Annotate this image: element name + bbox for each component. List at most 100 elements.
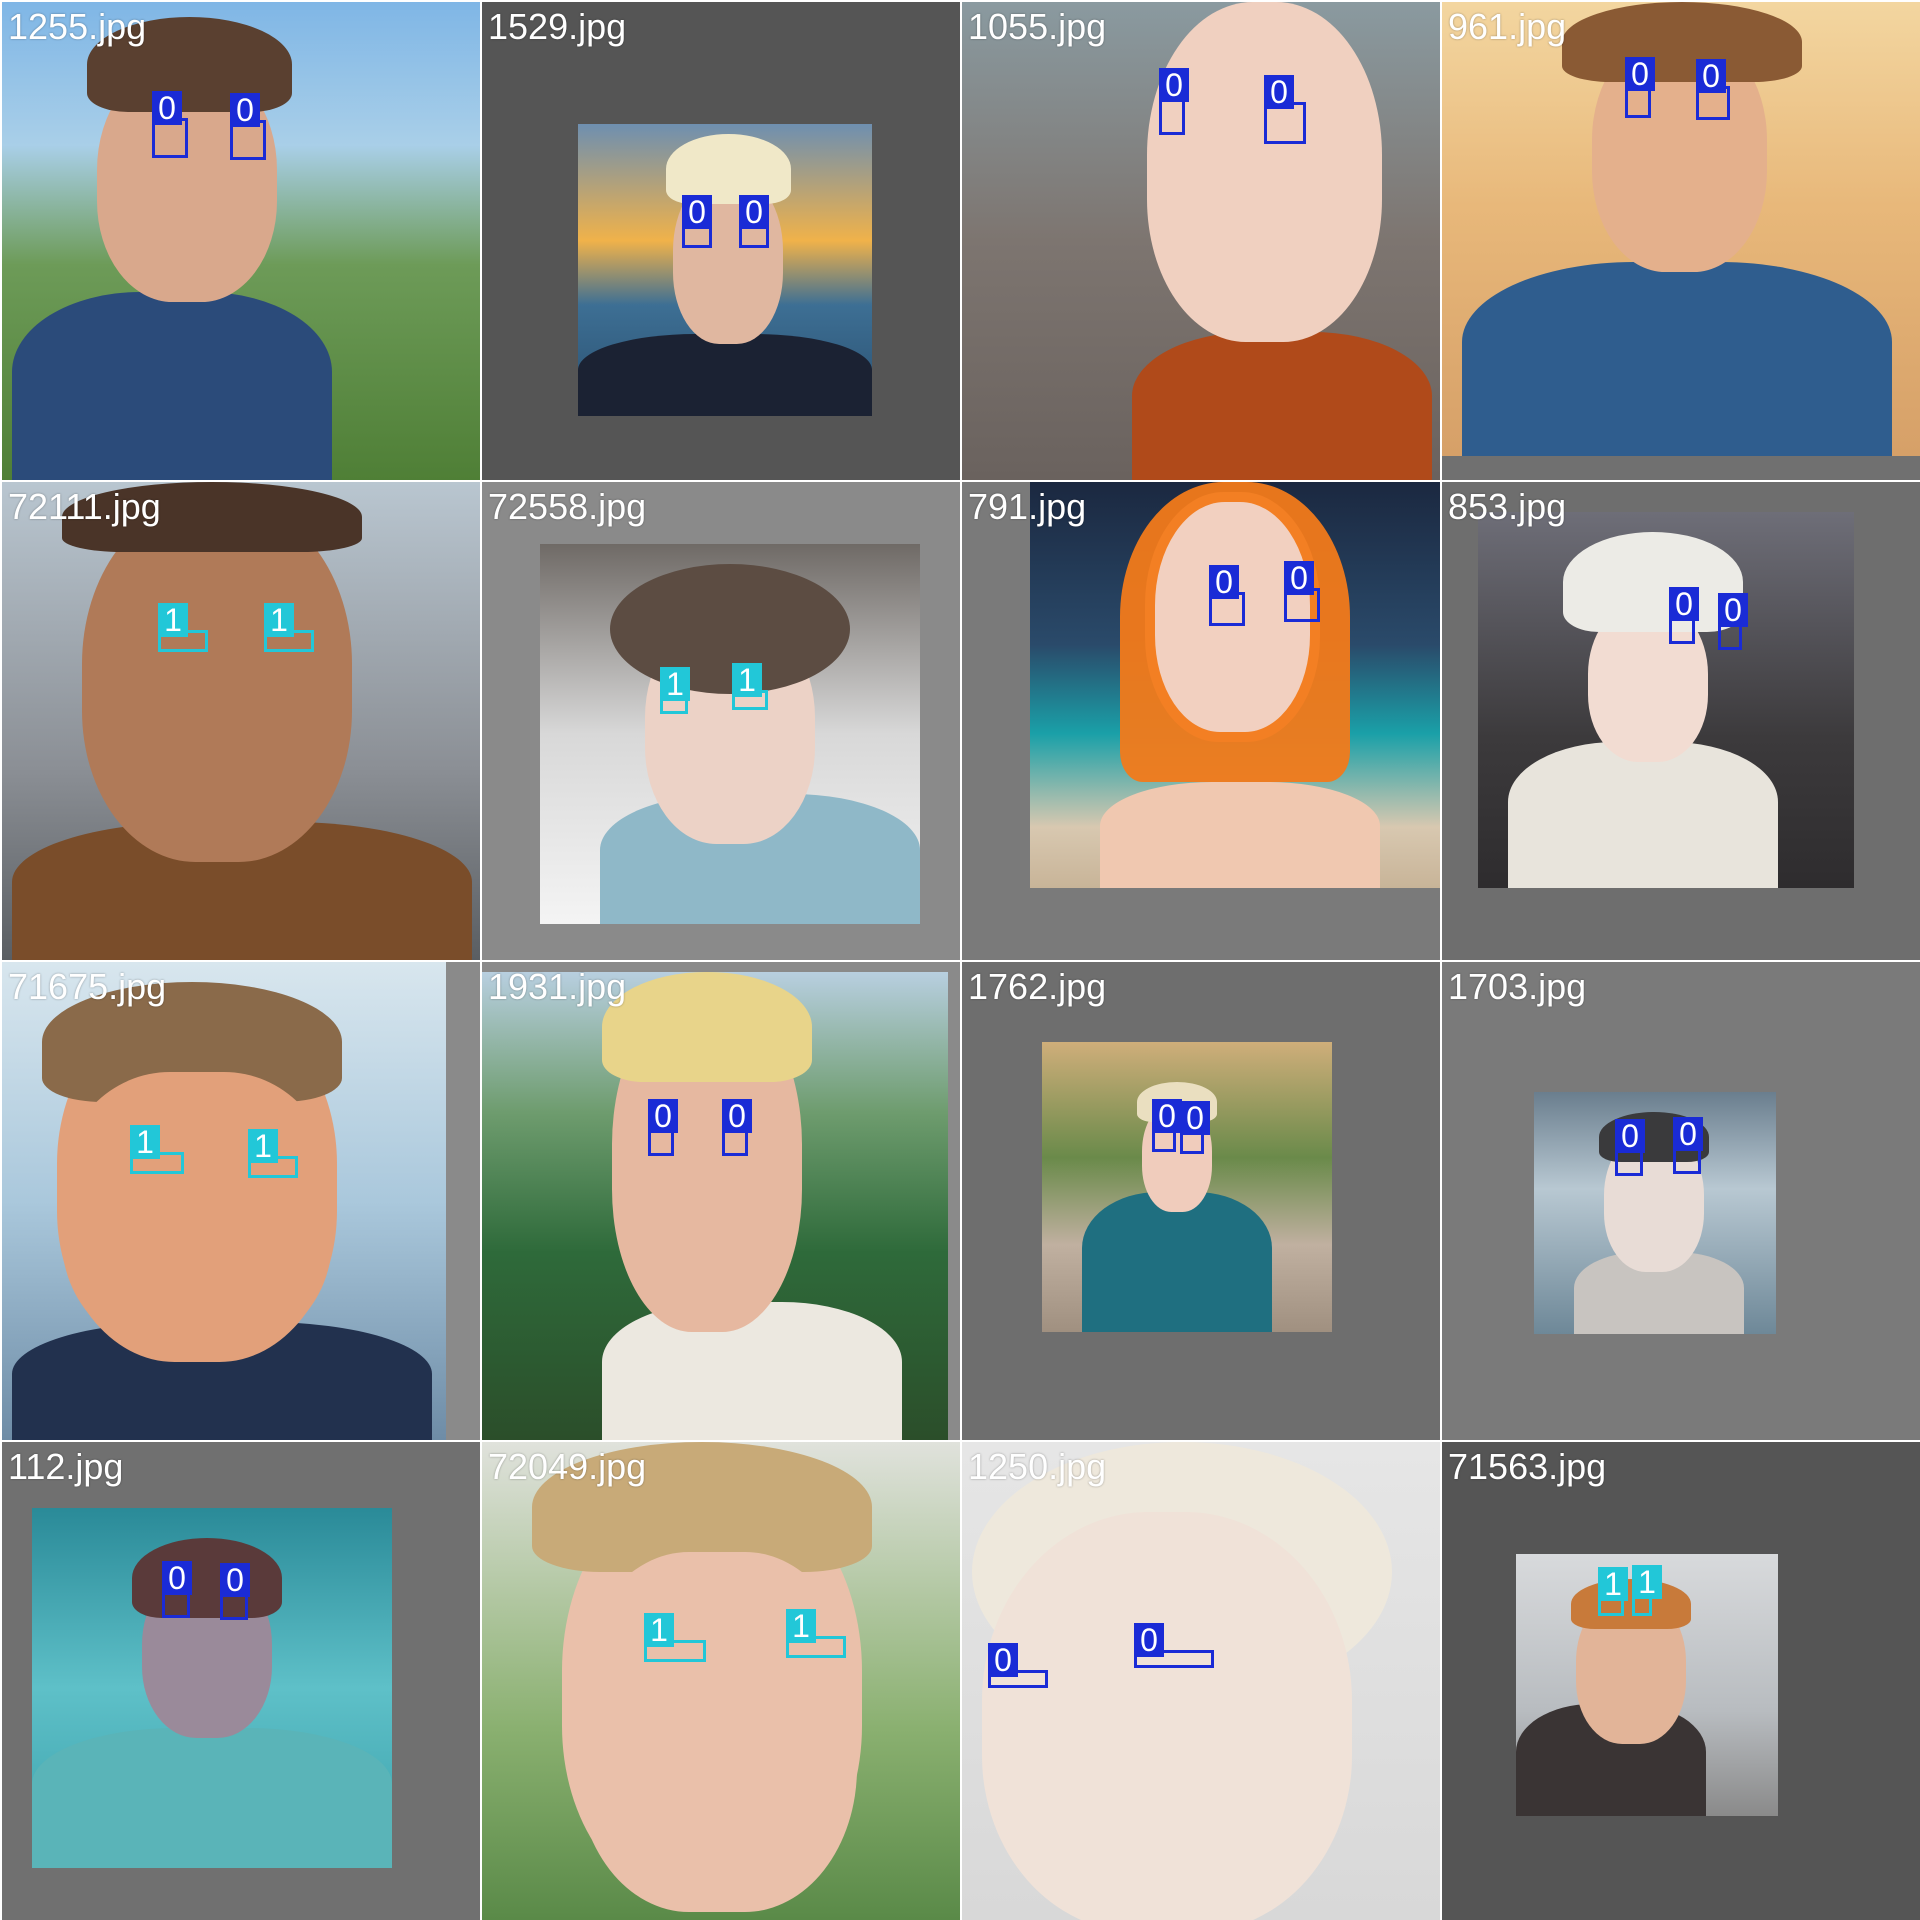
detection-box: 0 [1152, 1099, 1182, 1152]
image-tile: 853.jpg 0 0 [1442, 482, 1920, 960]
class-label: 0 [722, 1099, 752, 1133]
image-tile: 1055.jpg 0 0 [962, 2, 1440, 480]
detection-box: 0 [1134, 1623, 1214, 1668]
class-label: 0 [1625, 57, 1655, 91]
class-label: 1 [732, 663, 762, 697]
file-name-label: 112.jpg [8, 1446, 124, 1487]
class-label: 0 [152, 91, 182, 125]
photo [2, 482, 480, 960]
detection-box: 0 [682, 195, 712, 248]
photo [1042, 1042, 1332, 1332]
photo [962, 1442, 1440, 1920]
photo [962, 2, 1440, 480]
class-label: 0 [648, 1099, 678, 1133]
file-name-label: 1055.jpg [968, 6, 1107, 47]
detection-box: 1 [1632, 1565, 1662, 1616]
detection-box: 0 [230, 93, 266, 160]
detection-box: 1 [660, 667, 690, 714]
class-label: 0 [220, 1563, 250, 1597]
photo [1516, 1554, 1778, 1816]
class-label: 0 [1615, 1119, 1645, 1153]
photo [32, 1508, 392, 1868]
detection-box: 1 [644, 1613, 706, 1662]
class-label: 0 [739, 195, 769, 229]
class-label: 1 [130, 1125, 160, 1159]
file-name-label: 1762.jpg [968, 966, 1107, 1007]
image-tile: 791.jpg 0 0 [962, 482, 1440, 960]
file-name-label: 72049.jpg [488, 1446, 647, 1487]
class-label: 1 [1598, 1567, 1628, 1601]
class-label: 0 [1264, 75, 1294, 109]
detection-box: 0 [1625, 57, 1655, 118]
class-label: 0 [988, 1643, 1018, 1677]
file-name-label: 1703.jpg [1448, 966, 1587, 1007]
file-name-label: 1931.jpg [488, 966, 627, 1007]
class-label: 1 [1632, 1565, 1662, 1599]
class-label: 0 [1134, 1623, 1164, 1657]
file-name-label: 1255.jpg [8, 6, 147, 47]
detection-box: 1 [158, 603, 208, 652]
image-tile: 1762.jpg 0 0 [962, 962, 1440, 1440]
class-label: 0 [1180, 1101, 1210, 1135]
detection-box: 0 [152, 91, 188, 158]
detection-box: 0 [722, 1099, 752, 1156]
file-name-label: 72111.jpg [8, 486, 161, 527]
photo [1478, 512, 1854, 888]
image-tile: 72111.jpg 1 1 [2, 482, 480, 960]
photo [2, 962, 446, 1440]
file-name-label: 71563.jpg [1448, 1446, 1607, 1487]
detection-box: 0 [220, 1563, 250, 1620]
class-label: 0 [682, 195, 712, 229]
detection-box: 0 [162, 1561, 192, 1618]
file-name-label: 1250.jpg [968, 1446, 1107, 1487]
class-label: 0 [1209, 565, 1239, 599]
detection-box: 0 [1673, 1117, 1703, 1174]
detection-box: 0 [1284, 561, 1320, 622]
detection-box: 0 [1180, 1101, 1210, 1154]
class-label: 1 [660, 667, 690, 701]
photo [1030, 482, 1440, 888]
class-label: 1 [264, 603, 294, 637]
class-label: 0 [1284, 561, 1314, 595]
file-name-label: 853.jpg [1448, 486, 1567, 527]
detection-box: 0 [1615, 1119, 1645, 1176]
photo [482, 972, 948, 1440]
class-label: 1 [644, 1613, 674, 1647]
image-tile: 1529.jpg 0 0 [482, 2, 960, 480]
class-label: 0 [1696, 59, 1726, 93]
detection-box: 0 [1718, 593, 1748, 650]
detection-box: 0 [1669, 587, 1699, 644]
file-name-label: 961.jpg [1448, 6, 1567, 47]
detection-box: 0 [1159, 68, 1189, 135]
detection-box: 1 [264, 603, 314, 652]
class-label: 0 [1159, 68, 1189, 102]
class-label: 0 [162, 1561, 192, 1595]
detection-box: 1 [130, 1125, 184, 1174]
image-tile: 112.jpg 0 0 [2, 1442, 480, 1920]
detection-box: 0 [1696, 59, 1730, 120]
image-tile: 1250.jpg 0 0 [962, 1442, 1440, 1920]
detection-box: 1 [248, 1129, 298, 1178]
class-label: 0 [230, 93, 260, 127]
class-label: 0 [1718, 593, 1748, 627]
photo [482, 1442, 960, 1920]
file-name-label: 72558.jpg [488, 486, 647, 527]
photo [1534, 1092, 1776, 1334]
image-tile: 1703.jpg 0 0 [1442, 962, 1920, 1440]
detection-box: 0 [1264, 75, 1306, 144]
detection-box: 0 [648, 1099, 678, 1156]
class-label: 0 [1669, 587, 1699, 621]
detection-box: 1 [1598, 1567, 1628, 1616]
detection-box: 0 [1209, 565, 1245, 626]
image-tile: 1255.jpg 0 0 [2, 2, 480, 480]
class-label: 1 [248, 1129, 278, 1163]
class-label: 1 [158, 603, 188, 637]
file-name-label: 791.jpg [968, 486, 1087, 527]
detection-box: 1 [786, 1609, 846, 1658]
image-tile: 71675.jpg 1 1 [2, 962, 480, 1440]
file-name-label: 71675.jpg [8, 966, 167, 1007]
detection-box: 0 [988, 1643, 1048, 1688]
class-label: 0 [1152, 1099, 1182, 1133]
class-label: 0 [1673, 1117, 1703, 1151]
